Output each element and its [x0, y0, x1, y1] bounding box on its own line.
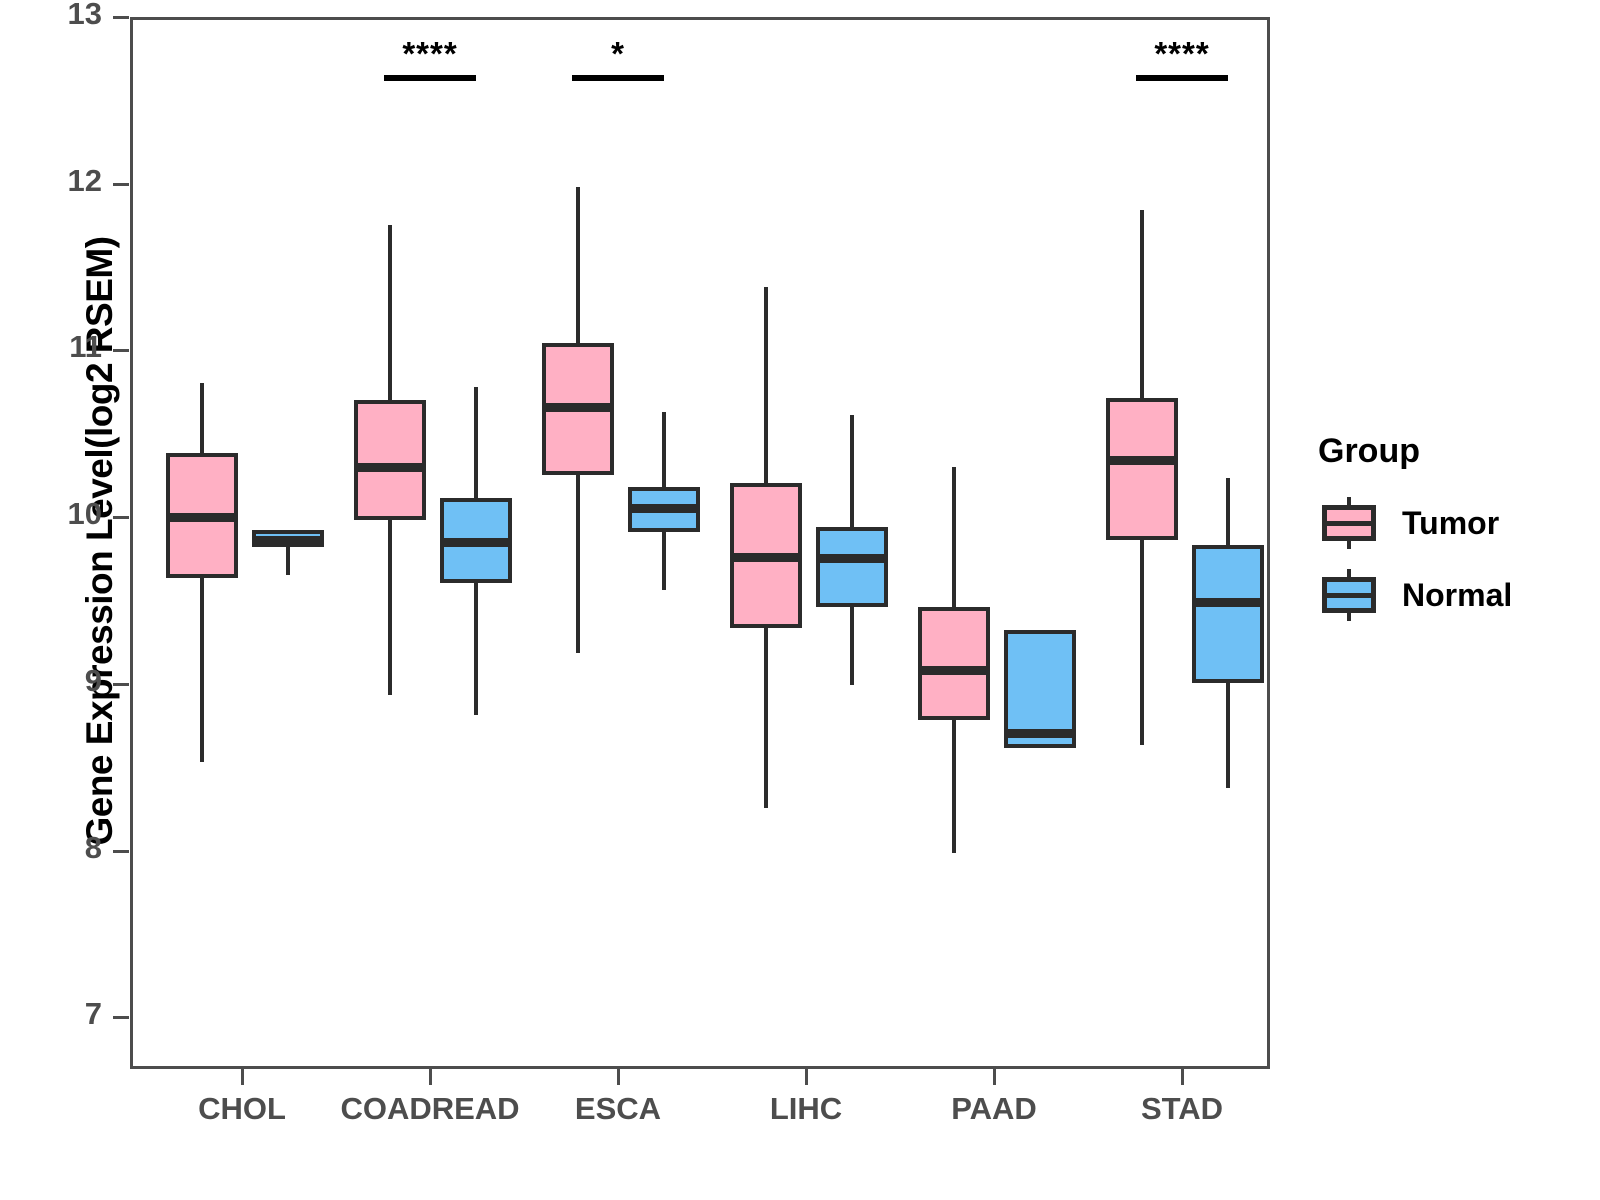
boxplot-box-normal-stad[interactable] — [1192, 545, 1264, 684]
y-tick-mark — [113, 849, 129, 853]
boxplot-median — [730, 552, 802, 562]
x-tick-mark — [805, 1069, 808, 1085]
legend-median-icon — [1322, 593, 1376, 598]
legend-label-normal: Normal — [1402, 576, 1513, 613]
y-tick-label: 7 — [84, 996, 102, 1032]
y-tick-label: 11 — [69, 329, 102, 365]
boxplot-median — [1192, 597, 1264, 607]
significance-bracket — [1136, 75, 1228, 82]
y-tick-mark — [113, 682, 129, 686]
boxplot-whisker — [286, 530, 290, 576]
legend: Group Tumor Normal — [1318, 432, 1588, 641]
boxplot-box-tumor-paad[interactable] — [918, 606, 990, 721]
boxplot-box-tumor-coadread[interactable] — [354, 400, 426, 521]
x-tick-mark — [1181, 1069, 1184, 1085]
significance-label: **** — [1154, 35, 1210, 73]
x-tick-label-coadread: COADREAD — [340, 1091, 520, 1126]
x-tick-mark — [241, 1069, 244, 1085]
boxplot-median — [542, 402, 614, 412]
y-tick-label: 8 — [84, 829, 102, 865]
boxplot-median — [816, 554, 888, 564]
x-tick-label-chol: CHOL — [198, 1091, 286, 1126]
legend-median-icon — [1322, 521, 1376, 526]
y-tick-mark — [113, 349, 129, 353]
legend-item-normal[interactable]: Normal — [1318, 569, 1588, 621]
boxplot-median — [1004, 729, 1076, 739]
boxplot-median — [354, 462, 426, 472]
x-tick-label-lihc: LIHC — [769, 1091, 843, 1126]
boxplot-median — [918, 666, 990, 676]
x-tick-label-stad: STAD — [1140, 1091, 1224, 1126]
y-tick-label: 10 — [67, 496, 102, 532]
boxplot-box-normal-lihc[interactable] — [816, 526, 888, 607]
legend-whisker-bottom-icon — [1347, 611, 1351, 621]
legend-label-tumor: Tumor — [1402, 504, 1500, 541]
legend-whisker-top-icon — [1347, 497, 1351, 507]
significance-label: **** — [402, 35, 458, 73]
boxplot-median — [166, 512, 238, 522]
y-tick-mark — [113, 516, 129, 520]
x-tick-label-esca: ESCA — [574, 1091, 662, 1126]
boxplot-median — [252, 536, 324, 546]
boxplot-box-normal-paad[interactable] — [1004, 630, 1076, 749]
legend-whisker-top-icon — [1347, 569, 1351, 579]
plot-panel — [130, 17, 1270, 1069]
legend-item-tumor[interactable]: Tumor — [1318, 497, 1588, 549]
significance-bracket — [572, 75, 664, 82]
x-tick-mark — [617, 1069, 620, 1085]
x-tick-label-paad: PAAD — [951, 1091, 1037, 1126]
boxplot-median — [628, 504, 700, 514]
significance-label: * — [611, 35, 625, 73]
significance-bracket — [384, 75, 476, 82]
y-tick-label: 12 — [67, 162, 102, 198]
legend-key-normal — [1318, 569, 1380, 621]
boxplot-median — [440, 537, 512, 547]
y-tick-mark — [113, 16, 129, 19]
legend-title: Group — [1318, 432, 1420, 470]
x-tick-mark — [429, 1069, 432, 1085]
boxplot-median — [1106, 456, 1178, 466]
plot-area — [133, 20, 1267, 1066]
x-tick-mark — [993, 1069, 996, 1085]
y-tick-mark — [113, 1016, 129, 1020]
legend-whisker-bottom-icon — [1347, 539, 1351, 549]
boxplot-box-tumor-stad[interactable] — [1106, 398, 1178, 541]
legend-key-tumor — [1318, 497, 1380, 549]
y-tick-mark — [113, 182, 129, 186]
y-tick-label: 9 — [84, 662, 102, 698]
y-tick-label: 13 — [67, 0, 102, 31]
